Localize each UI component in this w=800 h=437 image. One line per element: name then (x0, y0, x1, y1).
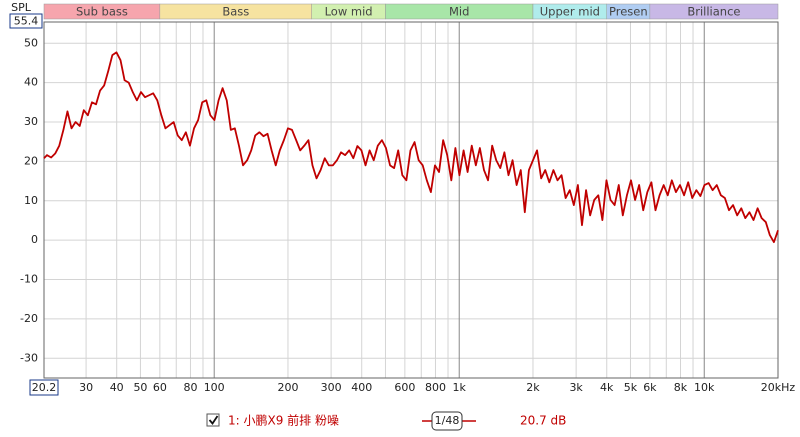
x-tick-label: 60 (153, 381, 167, 394)
offset-label: 20.7 dB (520, 414, 566, 428)
y-tick-label: -10 (20, 273, 38, 286)
band-label: Low mid (325, 5, 373, 19)
x-tick-label: 1k (453, 381, 467, 394)
smoothing-box[interactable] (431, 411, 463, 431)
legend-label: 1: 小鹏X9 前排 粉噪 (228, 413, 339, 428)
band-label: Brilliance (687, 5, 740, 19)
plot-border (43, 21, 779, 379)
y-tick-label: 20 (24, 154, 38, 167)
y-tick-label: 30 (24, 115, 38, 128)
y-tick-label: 10 (24, 194, 38, 207)
y-tick-label: -20 (20, 312, 38, 325)
x-tick-label: 800 (425, 381, 446, 394)
x-tick-label: 20kHz (761, 381, 796, 394)
band-label: Sub bass (76, 5, 128, 19)
x-tick-label: 200 (277, 381, 298, 394)
plot-area (44, 22, 778, 378)
y-axis-label: SPL (11, 1, 32, 14)
y-tick-label: 50 (24, 36, 38, 49)
x-tick-label: 30 (79, 381, 93, 394)
x-tick-label: 40 (110, 381, 124, 394)
y-tick-label: -30 (20, 351, 38, 364)
x-tick-label: 2k (526, 381, 540, 394)
legend: 1: 小鹏X9 前排 粉噪 1/48 20.7 dB (206, 411, 566, 431)
band-label: Bass (222, 5, 249, 19)
x-tick-label: 80 (183, 381, 197, 394)
band (649, 3, 779, 20)
y-max-box (9, 13, 43, 29)
x-tick-label: 50 (133, 381, 147, 394)
y-max-label: 55.4 (14, 15, 39, 28)
x-tick-label: 5k (624, 381, 638, 394)
x-tick-label: 8k (674, 381, 688, 394)
y-tick-label: 0 (31, 233, 38, 246)
band-label: Presen (609, 5, 648, 19)
x-min-box (29, 379, 59, 396)
series-line (43, 51, 779, 244)
y-tick-label: 40 (24, 76, 38, 89)
x-tick-label: 600 (394, 381, 415, 394)
x-tick-label: 100 (204, 381, 225, 394)
x-min-label: 20.2 (32, 381, 57, 394)
check-mark (208, 415, 219, 425)
x-tick-label: 4k (600, 381, 614, 394)
x-tick-label: 10k (694, 381, 715, 394)
smoothing-label: 1/48 (435, 414, 460, 427)
x-tick-label: 6k (643, 381, 657, 394)
band-label: Upper mid (540, 5, 600, 19)
x-tick-label: 3k (569, 381, 583, 394)
x-tick-label: 400 (351, 381, 372, 394)
band-label: Mid (449, 5, 469, 19)
x-tick-label: 300 (321, 381, 342, 394)
